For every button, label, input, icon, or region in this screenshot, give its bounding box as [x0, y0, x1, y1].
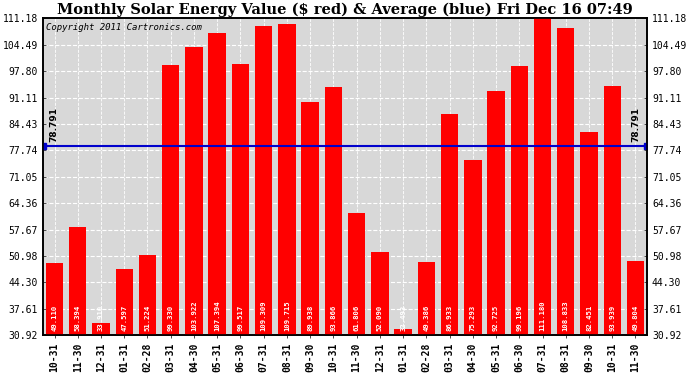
Bar — [557, 28, 575, 375]
Title: Monthly Solar Energy Value ($ red) & Average (blue) Fri Dec 16 07:49: Monthly Solar Energy Value ($ red) & Ave… — [57, 3, 633, 17]
Text: 109.715: 109.715 — [284, 301, 290, 331]
Text: 99.196: 99.196 — [516, 305, 522, 331]
Bar — [464, 160, 482, 375]
Text: 111.180: 111.180 — [540, 301, 546, 331]
Bar — [417, 262, 435, 375]
Bar — [395, 329, 412, 375]
Bar — [371, 252, 388, 375]
Text: 93.866: 93.866 — [331, 305, 337, 331]
Text: Copyright 2011 Cartronics.com: Copyright 2011 Cartronics.com — [46, 23, 201, 32]
Text: 93.939: 93.939 — [609, 305, 615, 331]
Text: 47.597: 47.597 — [121, 305, 127, 331]
Text: 32.493: 32.493 — [400, 305, 406, 331]
Bar — [627, 261, 644, 375]
Text: 82.451: 82.451 — [586, 305, 592, 331]
Text: 107.394: 107.394 — [214, 301, 220, 331]
Bar — [115, 269, 133, 375]
Bar — [487, 91, 505, 375]
Bar — [278, 24, 295, 375]
Text: 75.293: 75.293 — [470, 305, 476, 331]
Text: 99.517: 99.517 — [237, 305, 244, 331]
Text: 89.938: 89.938 — [307, 305, 313, 331]
Text: 86.933: 86.933 — [446, 305, 453, 331]
Bar — [208, 33, 226, 375]
Bar — [69, 227, 86, 375]
Text: 52.090: 52.090 — [377, 305, 383, 331]
Bar — [232, 64, 249, 375]
Text: 49.804: 49.804 — [633, 305, 638, 331]
Text: 99.330: 99.330 — [168, 305, 174, 331]
Bar — [255, 26, 273, 375]
Text: 33.910: 33.910 — [98, 305, 104, 331]
Bar — [185, 47, 203, 375]
Text: 108.833: 108.833 — [563, 301, 569, 331]
Text: 49.386: 49.386 — [424, 305, 429, 331]
Bar — [348, 213, 365, 375]
Text: 78.791: 78.791 — [631, 107, 640, 142]
Bar — [604, 86, 621, 375]
Text: 58.394: 58.394 — [75, 305, 81, 331]
Text: 109.309: 109.309 — [261, 301, 266, 331]
Text: 103.922: 103.922 — [191, 301, 197, 331]
Text: 51.224: 51.224 — [144, 305, 150, 331]
Text: 61.806: 61.806 — [353, 305, 359, 331]
Text: 49.110: 49.110 — [52, 305, 57, 331]
Text: 78.791: 78.791 — [50, 107, 59, 142]
Bar — [580, 132, 598, 375]
Bar — [162, 65, 179, 375]
Bar — [302, 102, 319, 375]
Bar — [325, 87, 342, 375]
Bar — [441, 114, 458, 375]
Bar — [534, 18, 551, 375]
Text: 92.725: 92.725 — [493, 305, 499, 331]
Bar — [511, 66, 528, 375]
Bar — [92, 323, 110, 375]
Bar — [46, 263, 63, 375]
Bar — [139, 255, 156, 375]
